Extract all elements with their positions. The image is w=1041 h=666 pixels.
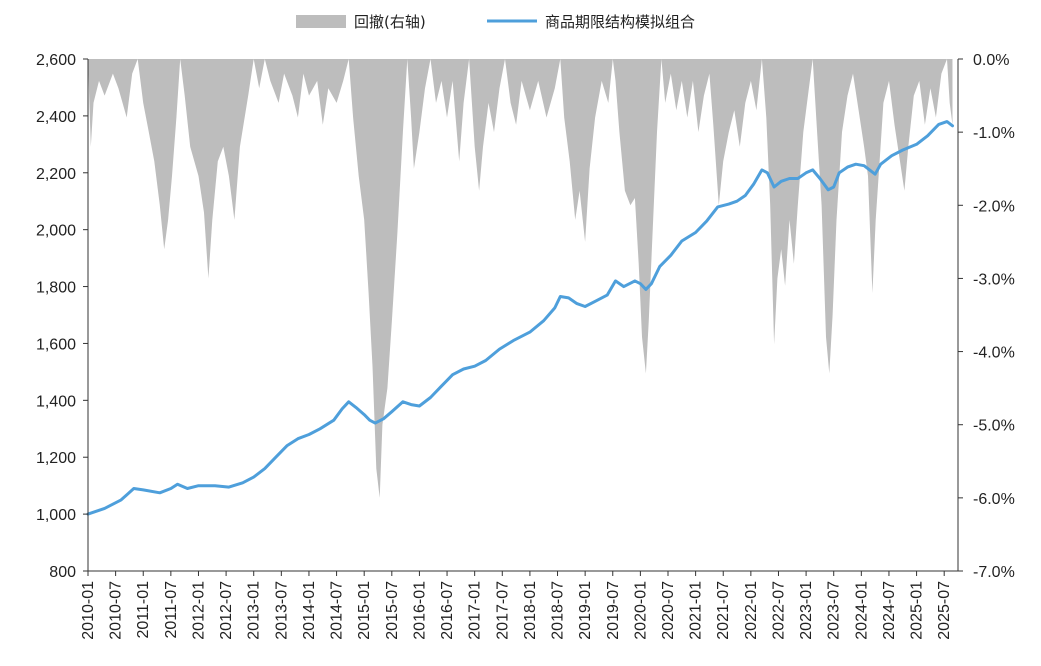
x-tick-label: 2018-01 (522, 581, 539, 640)
legend-label-portfolio: 商品期限结构模拟组合 (545, 13, 695, 31)
right-tick-label: -4.0% (973, 345, 1015, 362)
x-tick-label: 2010-01 (80, 581, 97, 640)
x-tick-label: 2023-07 (826, 581, 843, 640)
x-tick-label: 2019-07 (605, 581, 622, 640)
x-tick-label: 2022-07 (770, 581, 787, 640)
left-tick-label: 1,400 (36, 393, 76, 410)
x-tick-label: 2014-07 (329, 581, 346, 640)
right-tick-label: -5.0% (973, 418, 1015, 435)
left-axis-ticks: 800 1,000 1,200 1,400 1,600 1,800 2,000 2,200 2,… (36, 52, 88, 581)
drawdown-area (88, 59, 953, 498)
x-tick-label: 2020-01 (632, 581, 649, 640)
x-tick-label: 2015-01 (356, 581, 373, 640)
x-tick-label: 2012-01 (190, 581, 207, 640)
drawdown-area-layer (88, 59, 953, 498)
x-tick-label: 2017-01 (467, 581, 484, 640)
left-tick-label: 2,600 (36, 52, 76, 69)
right-tick-label: -3.0% (973, 271, 1015, 288)
x-tick-label: 2024-07 (881, 581, 898, 640)
x-tick-label: 2014-01 (301, 581, 318, 640)
x-tick-label: 2010-07 (108, 581, 125, 640)
left-tick-label: 2,200 (36, 166, 76, 183)
portfolio-line-layer (86, 120, 954, 516)
x-tick-label: 2011-07 (163, 581, 180, 639)
x-tick-label: 2020-07 (660, 581, 677, 640)
x-tick-label: 2021-07 (715, 581, 732, 640)
x-tick-label: 2022-01 (743, 581, 760, 640)
x-tick-label: 2025-01 (909, 581, 926, 640)
x-tick-label: 2025-07 (936, 581, 953, 640)
left-tick-label: 800 (49, 564, 76, 581)
right-tick-label: -7.0% (973, 564, 1015, 581)
x-tick-label: 2021-01 (688, 581, 705, 640)
right-tick-label: 0.0% (973, 52, 1009, 69)
right-tick-label: -1.0% (973, 125, 1015, 142)
left-tick-label: 2,400 (36, 109, 76, 126)
x-tick-label: 2018-07 (550, 581, 567, 640)
left-tick-label: 1,000 (36, 507, 76, 524)
left-tick-label: 1,600 (36, 336, 76, 353)
x-tick-label: 2011-01 (135, 581, 152, 639)
right-tick-label: -2.0% (973, 198, 1015, 215)
x-tick-label: 2019-01 (577, 581, 594, 640)
x-tick-label: 2013-01 (246, 581, 263, 640)
x-tick-label: 2023-01 (798, 581, 815, 640)
x-tick-label: 2017-07 (494, 581, 511, 640)
x-tick-label: 2016-07 (439, 581, 456, 640)
x-tick-label: 2024-01 (853, 581, 870, 640)
x-tick-label: 2013-07 (273, 581, 290, 640)
right-axis-ticks: 0.0% -1.0% -2.0% -3.0% -4.0% -5.0% -6.0% -7.0% (958, 52, 1015, 581)
left-tick-label: 1,800 (36, 280, 76, 297)
left-tick-label: 1,200 (36, 450, 76, 467)
x-axis-ticks: 2010-01 2010-07 2011-01 2011-07 2012-01 2012-… (80, 571, 953, 640)
x-tick-label: 2015-07 (384, 581, 401, 640)
legend-label-drawdown: 回撤(右轴) (354, 13, 426, 31)
legend: 回撤(右轴) 商品期限结构模拟组合 (296, 13, 695, 31)
x-tick-label: 2012-07 (218, 581, 235, 640)
right-tick-label: -6.0% (973, 491, 1015, 508)
portfolio-line (86, 120, 954, 516)
legend-swatch-drawdown (296, 15, 346, 28)
axes (87, 59, 959, 572)
x-tick-label: 2016-01 (411, 581, 428, 640)
left-tick-label: 2,000 (36, 223, 76, 240)
